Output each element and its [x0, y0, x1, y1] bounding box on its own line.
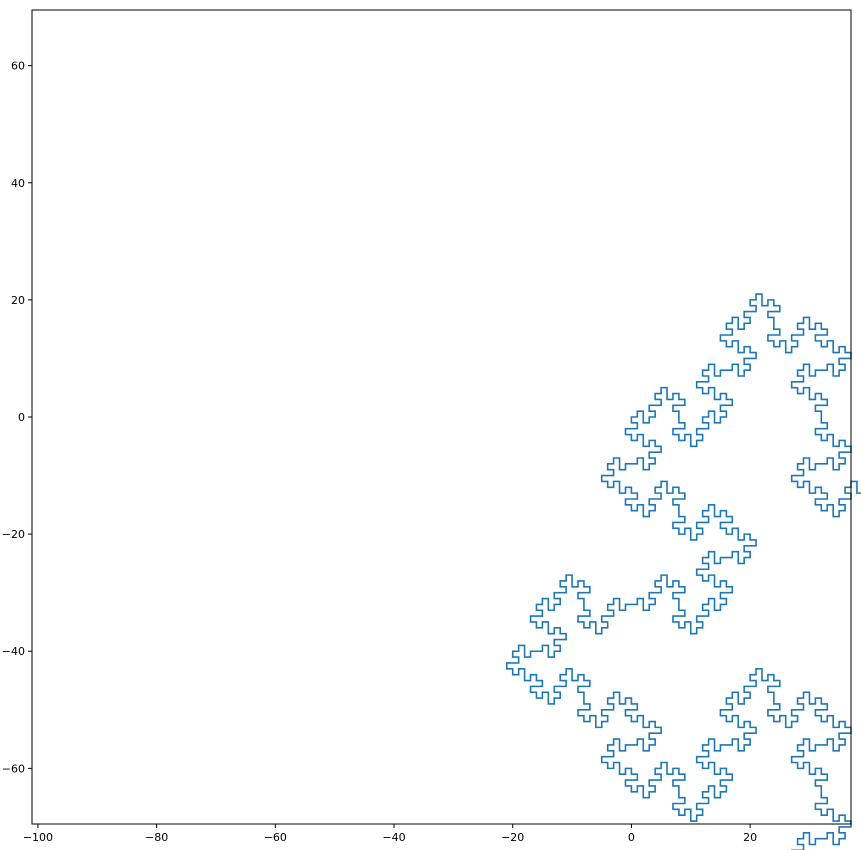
y-tick-label: 40 — [11, 177, 25, 190]
x-tick-label: −20 — [501, 831, 524, 844]
x-tick-label: −60 — [264, 831, 287, 844]
y-tick-label: −20 — [2, 528, 25, 541]
axes-frame — [31, 9, 852, 825]
y-axis: −60 −40 −20 0 20 40 60 — [2, 60, 32, 775]
y-tick-label: −60 — [2, 762, 25, 775]
x-tick-label: −100 — [23, 831, 53, 844]
x-axis: −100 −80 −60 −40 −20 0 20 — [23, 824, 757, 844]
y-tick-label: 0 — [18, 411, 25, 424]
fractal-curve-line — [505, 293, 861, 850]
y-tick-label: −40 — [2, 645, 25, 658]
x-tick-label: 0 — [628, 831, 635, 844]
x-tick-label: −40 — [382, 831, 405, 844]
y-tick-label: 20 — [11, 294, 25, 307]
x-tick-label: 20 — [743, 831, 757, 844]
plot-area — [505, 293, 861, 850]
y-tick-label: 60 — [11, 60, 25, 73]
x-tick-label: −80 — [145, 831, 168, 844]
